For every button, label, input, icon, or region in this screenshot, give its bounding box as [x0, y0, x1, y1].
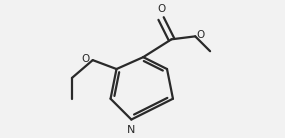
Text: N: N — [127, 125, 136, 136]
Text: O: O — [82, 54, 90, 64]
Text: O: O — [157, 4, 165, 14]
Text: O: O — [197, 30, 205, 40]
